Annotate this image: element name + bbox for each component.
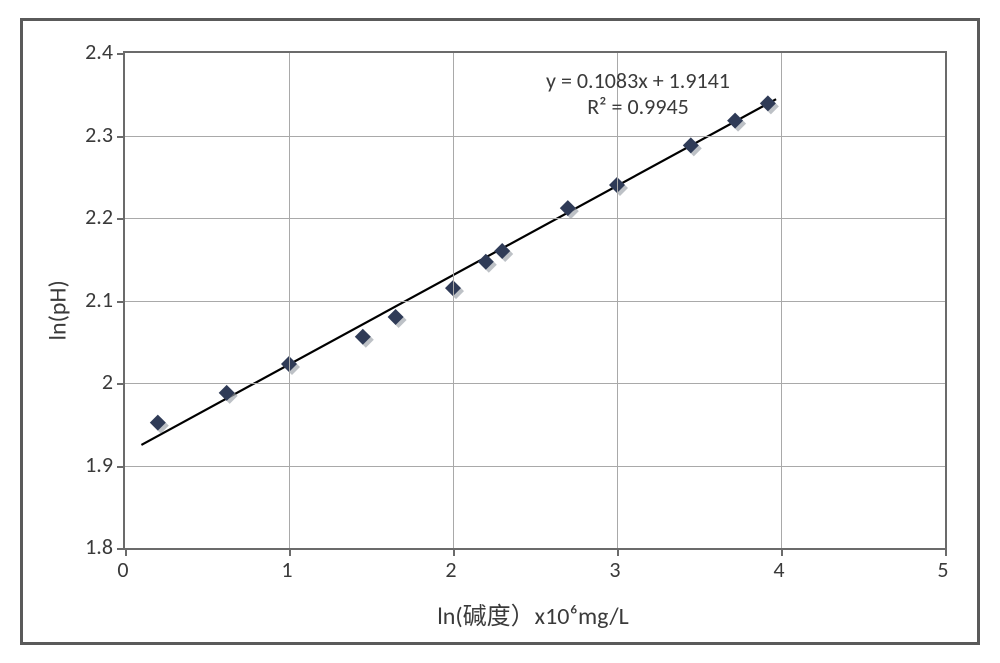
y-tick-mark bbox=[117, 301, 125, 303]
x-tick-mark bbox=[453, 548, 455, 556]
x-tick-mark bbox=[289, 548, 291, 556]
gridline-vertical bbox=[289, 53, 290, 548]
y-tick-mark bbox=[117, 136, 125, 138]
y-axis-title: ln(pH) bbox=[44, 261, 73, 341]
x-tick-mark bbox=[945, 548, 947, 556]
x-tick-label: 2 bbox=[431, 556, 471, 583]
plot-area bbox=[123, 51, 947, 550]
x-tick-label: 5 bbox=[923, 556, 963, 583]
y-tick-label: 2.3 bbox=[73, 121, 113, 148]
gridline-vertical bbox=[617, 53, 618, 548]
gridline-horizontal bbox=[125, 466, 945, 467]
y-tick-mark bbox=[117, 466, 125, 468]
x-tick-label: 0 bbox=[103, 556, 143, 583]
chart-frame: ln(pH) ln(碱度）x10⁶mg/L y = 0.1083x + 1.91… bbox=[20, 18, 980, 645]
y-tick-label: 2.2 bbox=[73, 203, 113, 230]
y-tick-mark bbox=[117, 53, 125, 55]
x-tick-mark bbox=[617, 548, 619, 556]
x-tick-mark bbox=[125, 548, 127, 556]
x-tick-label: 4 bbox=[759, 556, 799, 583]
trendline-equation: y = 0.1083x + 1.9141 bbox=[478, 67, 798, 94]
y-tick-mark bbox=[117, 218, 125, 220]
x-tick-mark bbox=[781, 548, 783, 556]
gridline-horizontal bbox=[125, 136, 945, 137]
y-tick-mark bbox=[117, 383, 125, 385]
y-tick-label: 2 bbox=[73, 368, 113, 395]
x-axis-title: ln(碱度）x10⁶mg/L bbox=[123, 596, 943, 631]
gridline-horizontal bbox=[125, 383, 945, 384]
y-tick-label: 1.9 bbox=[73, 451, 113, 478]
gridline-vertical bbox=[781, 53, 782, 548]
y-tick-mark bbox=[117, 548, 125, 550]
trendline bbox=[141, 99, 776, 445]
x-tick-label: 1 bbox=[267, 556, 307, 583]
gridline-horizontal bbox=[125, 218, 945, 219]
y-tick-label: 2.1 bbox=[73, 286, 113, 313]
gridline-horizontal bbox=[125, 301, 945, 302]
trendline-r2: R² = 0.9945 bbox=[478, 93, 798, 120]
y-tick-label: 2.4 bbox=[73, 38, 113, 65]
x-tick-label: 3 bbox=[595, 556, 635, 583]
gridline-vertical bbox=[453, 53, 454, 548]
